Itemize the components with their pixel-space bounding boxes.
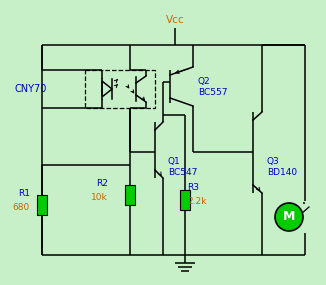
Text: Q2
BC557: Q2 BC557 bbox=[198, 77, 228, 97]
Bar bbox=[125, 185, 135, 205]
Text: R1: R1 bbox=[18, 188, 30, 198]
Text: R2: R2 bbox=[96, 178, 108, 188]
Circle shape bbox=[275, 203, 303, 231]
Text: R3: R3 bbox=[187, 184, 199, 192]
Text: M: M bbox=[283, 211, 295, 223]
Bar bbox=[37, 195, 47, 215]
Bar bbox=[180, 190, 190, 210]
Text: 2.2k: 2.2k bbox=[187, 198, 206, 207]
Text: Vcc: Vcc bbox=[166, 15, 184, 25]
Text: Q1
BC547: Q1 BC547 bbox=[168, 157, 197, 177]
Text: 10k: 10k bbox=[91, 192, 108, 201]
Text: CNY70: CNY70 bbox=[15, 84, 47, 94]
Text: 680: 680 bbox=[13, 203, 30, 211]
Bar bbox=[85, 70, 155, 108]
Text: Q3
BD140: Q3 BD140 bbox=[267, 157, 297, 177]
